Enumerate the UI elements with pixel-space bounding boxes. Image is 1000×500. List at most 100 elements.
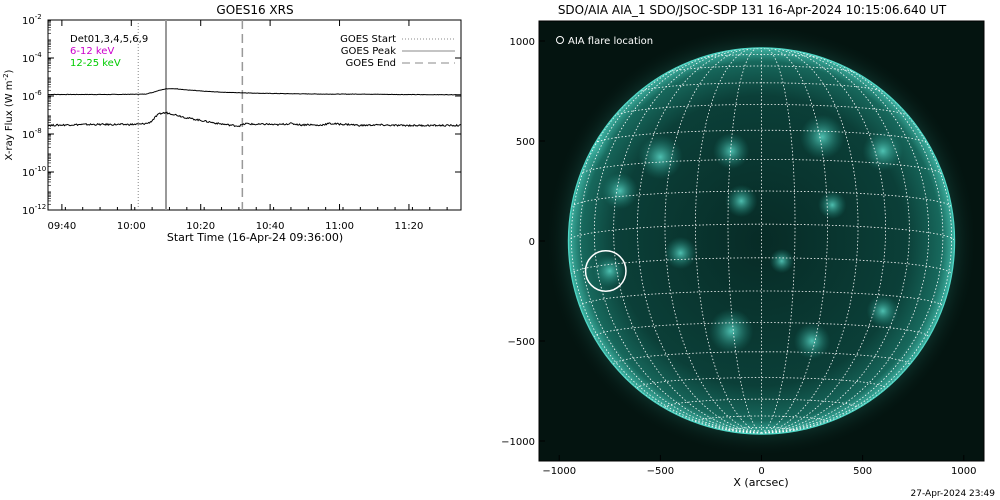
- aia-legend-label: AIA flare location: [568, 36, 653, 47]
- active-region: [712, 132, 750, 170]
- aia-x-tick-label: 500: [853, 466, 872, 477]
- grid-parallel: [613, 351, 910, 365]
- grid-parallel: [637, 377, 886, 389]
- goes-series-long: [48, 88, 462, 96]
- aia-x-axis-label: X (arcsec): [733, 476, 788, 489]
- active-region: [708, 308, 754, 354]
- aia-legend-marker: [556, 36, 564, 44]
- legend-6-12-kev: 6-12 keV: [70, 46, 114, 57]
- active-region: [799, 114, 845, 160]
- active-region: [866, 294, 900, 328]
- grid-meridian: [695, 47, 762, 434]
- goes-x-tick-label: 09:40: [47, 221, 76, 232]
- goes-y-tick-exponent: -2: [35, 13, 42, 21]
- aia-x-tick-label: −1000: [542, 466, 576, 477]
- grid-parallel: [697, 54, 826, 60]
- aia-image-chart: SDO/AIA AIA_1 SDO/JSOC-SDP 131 16-Apr-20…: [501, 3, 985, 489]
- active-region: [769, 248, 794, 274]
- goes-legend-left: Det01,3,4,5,6,9 6-12 keV 12-25 keV: [70, 34, 148, 69]
- goes-y-tick-exponent: -12: [35, 203, 46, 211]
- grid-parallel: [664, 398, 859, 408]
- aia-x-tick-label: −500: [647, 466, 674, 477]
- grid-meridian: [593, 49, 762, 434]
- active-region: [593, 254, 626, 288]
- legend-goes-end: GOES End: [346, 58, 396, 69]
- solar-limb: [567, 47, 956, 435]
- grid-parallel: [594, 129, 929, 145]
- goes-x-ticks: 09:40 10:00 10:20 10:40 11:00 11:20: [47, 20, 448, 232]
- grid-meridian: [761, 47, 828, 434]
- goes-x-tick-label: 10:20: [186, 221, 215, 232]
- goes-y-tick-label: 10-8: [22, 127, 42, 141]
- heliographic-grid: [568, 47, 955, 434]
- goes-y-tick-exponent: -6: [35, 89, 43, 97]
- timestamp: 27-Apr-2024 23:49: [911, 489, 996, 499]
- aia-y-tick-label: 1000: [510, 37, 535, 48]
- goes-y-tick-exponent: -8: [35, 127, 42, 135]
- grid-parallel: [666, 65, 857, 74]
- legend-detectors: Det01,3,4,5,6,9: [70, 34, 148, 45]
- goes-x-tick-label: 10:40: [256, 221, 285, 232]
- goes-y-tick-exponent: -10: [35, 165, 46, 173]
- goes-event-lines: [137, 20, 244, 210]
- aia-y-tick-label: 500: [516, 137, 535, 148]
- active-region: [601, 172, 639, 210]
- goes-y-tick-exponent: -4: [35, 51, 43, 59]
- goes-y-tick-label: 10-2: [22, 13, 42, 27]
- goes-y-axis-label-main: X-ray Flux (W m: [4, 80, 15, 160]
- goes-series-short: [47, 111, 462, 128]
- grid-meridian: [636, 48, 762, 434]
- grid-parallel: [593, 322, 930, 338]
- grid-parallel: [727, 427, 796, 431]
- grid-meridian: [761, 69, 953, 434]
- legend-goes-start: GOES Start: [340, 34, 396, 45]
- grid-meridian: [613, 48, 762, 434]
- goes-y-axis-label: X-ray Flux (W m-2): [2, 69, 15, 160]
- legend-goes-peak: GOES Peak: [341, 46, 396, 57]
- active-region: [664, 236, 697, 270]
- grid-parallel: [570, 257, 953, 275]
- aia-y-tick-label: −500: [508, 337, 535, 348]
- grid-parallel: [637, 82, 886, 93]
- goes-y-tick-label: 10-12: [22, 203, 46, 217]
- aia-chart-title: SDO/AIA AIA_1 SDO/JSOC-SDP 131 16-Apr-20…: [558, 3, 947, 17]
- aia-y-ticks: 1000 500 0 −500 −1000: [501, 37, 545, 448]
- active-region: [818, 190, 847, 220]
- grid-parallel: [695, 415, 828, 422]
- goes-x-tick-label: 10:00: [117, 221, 146, 232]
- active-region: [793, 322, 831, 360]
- goes-y-axis-label-end: ): [4, 69, 15, 73]
- active-region: [638, 134, 683, 180]
- grid-meridian: [761, 48, 887, 434]
- grid-meridian: [579, 54, 762, 434]
- grid-meridian: [761, 47, 859, 434]
- aia-y-tick-label: −1000: [501, 437, 535, 448]
- goes-chart-title: GOES16 XRS: [216, 3, 293, 17]
- goes-series: [47, 88, 462, 128]
- grid-meridian: [570, 69, 762, 434]
- goes-y-tick-label: 10-4: [22, 51, 42, 65]
- aia-x-tick-label: 0: [758, 466, 764, 477]
- active-region: [725, 184, 758, 218]
- grid-meridian: [761, 54, 944, 434]
- goes-x-tick-label: 11:20: [395, 221, 424, 232]
- grid-meridian: [761, 48, 910, 434]
- aia-x-tick-label: 1000: [951, 466, 976, 477]
- aia-legend: AIA flare location: [556, 36, 653, 47]
- goes-y-tick-label: 10-10: [22, 165, 46, 179]
- grid-parallel: [571, 190, 952, 208]
- goes-legend-right: GOES Start GOES Peak GOES End: [340, 34, 455, 69]
- flare-location-circle: [584, 250, 627, 292]
- goes-xrs-chart: GOES16 XRS 09:40 10:00 10:20 10:40 11:00 11:2…: [2, 3, 462, 244]
- legend-12-25-kev: 12-25 keV: [70, 58, 121, 69]
- goes-x-axis-label: Start Time (16-Apr-24 09:36:00): [167, 231, 343, 244]
- goes-x-tick-label: 11:00: [325, 221, 354, 232]
- grid-meridian: [664, 47, 762, 434]
- aia-y-tick-label: 0: [529, 237, 535, 248]
- grid-parallel: [579, 159, 944, 175]
- goes-y-axis-label-sup: -2: [2, 73, 10, 80]
- goes-y-tick-label: 10-6: [22, 89, 42, 103]
- active-region: [862, 130, 904, 172]
- goes-plot-frame: [47, 19, 462, 211]
